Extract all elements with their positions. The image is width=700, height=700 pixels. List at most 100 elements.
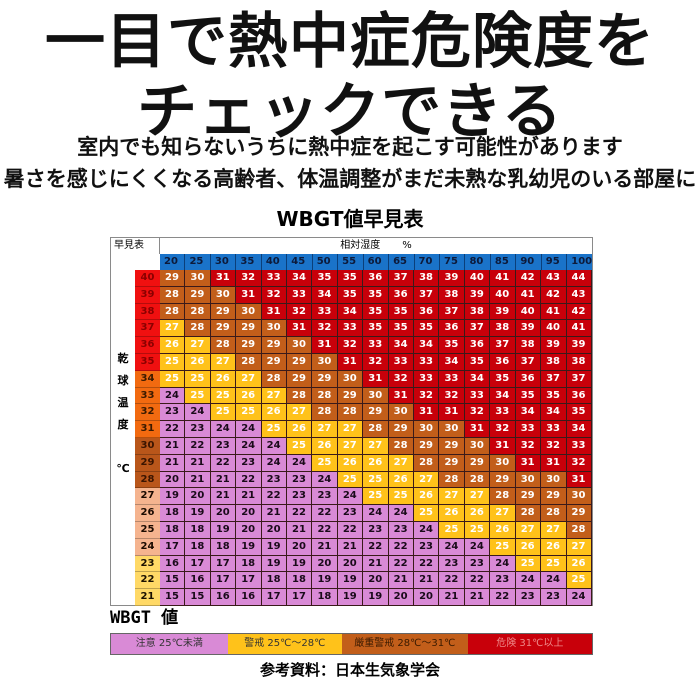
wbgt-cell: 18 — [287, 572, 313, 590]
humidity-column-header: 25 — [185, 254, 211, 270]
wbgt-cell: 28 — [210, 337, 237, 354]
wbgt-cell: 35 — [363, 286, 389, 304]
wbgt-cell: 43 — [541, 270, 567, 287]
wbgt-cell: 33 — [490, 404, 516, 422]
wbgt-cell: 21 — [261, 505, 288, 522]
wbgt-cell: 23 — [414, 538, 440, 556]
wbgt-cell: 29 — [210, 320, 237, 338]
wbgt-cell: 31 — [236, 286, 262, 304]
wbgt-cell: 35 — [439, 337, 465, 354]
wbgt-cell: 35 — [464, 353, 491, 371]
wbgt-cell: 29 — [287, 370, 313, 388]
wbgt-cell: 27 — [388, 454, 415, 472]
wbgt-cell: 30 — [337, 370, 364, 388]
page-title-line1: 一目で熱中症危険度を — [45, 7, 655, 77]
wbgt-cell: 27 — [414, 471, 440, 489]
wbgt-cell: 25 — [388, 488, 415, 506]
wbgt-cell: 29 — [515, 488, 542, 506]
wbgt-cell: 25 — [490, 538, 516, 556]
temperature-axis-char: ℃ — [116, 462, 130, 475]
wbgt-cell: 25 — [261, 421, 288, 438]
wbgt-cell: 24 — [160, 387, 186, 405]
wbgt-cell: 17 — [210, 555, 237, 573]
wbgt-cell: 28 — [185, 303, 211, 321]
wbgt-cell: 32 — [566, 454, 592, 472]
temperature-row-header: 27 — [135, 488, 160, 506]
wbgt-cell: 36 — [439, 320, 465, 338]
wbgt-cell: 18 — [185, 521, 211, 539]
wbgt-cell: 20 — [388, 589, 415, 606]
wbgt-cell: 27 — [236, 370, 262, 388]
wbgt-cell: 34 — [490, 387, 516, 405]
temperature-row-header: 38 — [135, 303, 160, 321]
chart-title: WBGT値早見表 — [276, 207, 424, 231]
wbgt-cell: 30 — [566, 488, 592, 506]
wbgt-cell: 25 — [541, 555, 567, 573]
temperature-row-header: 33 — [135, 387, 160, 405]
wbgt-cell: 21 — [388, 572, 415, 590]
wbgt-cell: 26 — [337, 454, 364, 472]
wbgt-cell: 25 — [363, 488, 389, 506]
temperature-row-header: 30 — [135, 437, 160, 455]
wbgt-cell: 33 — [439, 370, 465, 388]
table-row: 40 29 30 31 32 33 34 35 35 36 37 38 39 40 41 42 43 44 — [135, 270, 592, 287]
wbgt-cell: 38 — [439, 286, 465, 304]
wbgt-cell: 37 — [439, 303, 465, 321]
legend-item-danger: 危険 31℃以上 — [467, 634, 593, 654]
wbgt-cell: 30 — [363, 387, 389, 405]
wbgt-cell: 18 — [185, 538, 211, 556]
wbgt-cell: 32 — [490, 421, 516, 438]
table-row: 24 17 18 18 19 19 20 21 21 22 22 23 24 24 25 26 26 27 — [135, 538, 592, 556]
wbgt-cell: 28 — [464, 471, 491, 489]
wbgt-cell: 21 — [236, 488, 262, 506]
wbgt-cell: 25 — [515, 555, 542, 573]
wbgt-cell: 37 — [464, 320, 491, 338]
wbgt-cell: 34 — [439, 353, 465, 371]
wbgt-cell: 29 — [566, 505, 592, 522]
wbgt-cell: 28 — [185, 320, 211, 338]
wbgt-cell: 31 — [566, 471, 592, 489]
humidity-column-header: 75 — [440, 254, 466, 270]
humidity-unit: % — [402, 240, 412, 251]
wbgt-cell: 29 — [414, 437, 440, 455]
wbgt-cell: 16 — [185, 572, 211, 590]
wbgt-cell: 26 — [185, 353, 211, 371]
wbgt-cell: 20 — [337, 555, 364, 573]
humidity-column-header: 70 — [415, 254, 440, 270]
wbgt-cell: 33 — [541, 421, 567, 438]
wbgt-cell: 30 — [464, 437, 491, 455]
wbgt-cell: 26 — [261, 404, 288, 422]
wbgt-cell: 23 — [388, 521, 415, 539]
subtitle-line1: 室内でも知らないうちに熱中症を起こす可能性があります — [77, 135, 623, 159]
wbgt-cell: 16 — [236, 589, 262, 606]
wbgt-cell: 21 — [363, 555, 389, 573]
wbgt-cell: 31 — [261, 303, 288, 321]
wbgt-cell: 16 — [210, 589, 237, 606]
wbgt-cell: 24 — [464, 538, 491, 556]
wbgt-cell: 26 — [515, 538, 542, 556]
wbgt-cell: 23 — [287, 488, 313, 506]
humidity-axis-label: 相対湿度% — [160, 238, 592, 254]
wbgt-cell: 30 — [541, 471, 567, 489]
wbgt-cell: 33 — [388, 353, 415, 371]
wbgt-cell: 27 — [160, 320, 186, 338]
wbgt-cell: 31 — [287, 320, 313, 338]
temperature-row-header: 31 — [135, 421, 160, 438]
wbgt-cell: 17 — [261, 589, 288, 606]
wbgt-cell: 23 — [363, 521, 389, 539]
table-row: 36 26 27 28 29 29 30 31 32 33 34 34 35 36 37 38 39 39 — [135, 337, 592, 354]
wbgt-cell: 22 — [261, 488, 288, 506]
wbgt-cell: 37 — [388, 270, 415, 287]
wbgt-cell: 44 — [566, 270, 592, 287]
wbgt-cell: 23 — [541, 589, 567, 606]
wbgt-cell: 34 — [287, 270, 313, 287]
wbgt-cell: 22 — [312, 521, 338, 539]
wbgt-cell: 35 — [337, 286, 364, 304]
wbgt-cell: 25 — [185, 387, 211, 405]
wbgt-cell: 24 — [541, 572, 567, 590]
wbgt-cell: 25 — [160, 370, 186, 388]
wbgt-cell: 20 — [236, 505, 262, 522]
wbgt-cell: 23 — [287, 471, 313, 489]
wbgt-cell: 29 — [312, 370, 338, 388]
wbgt-cell: 39 — [566, 337, 592, 354]
